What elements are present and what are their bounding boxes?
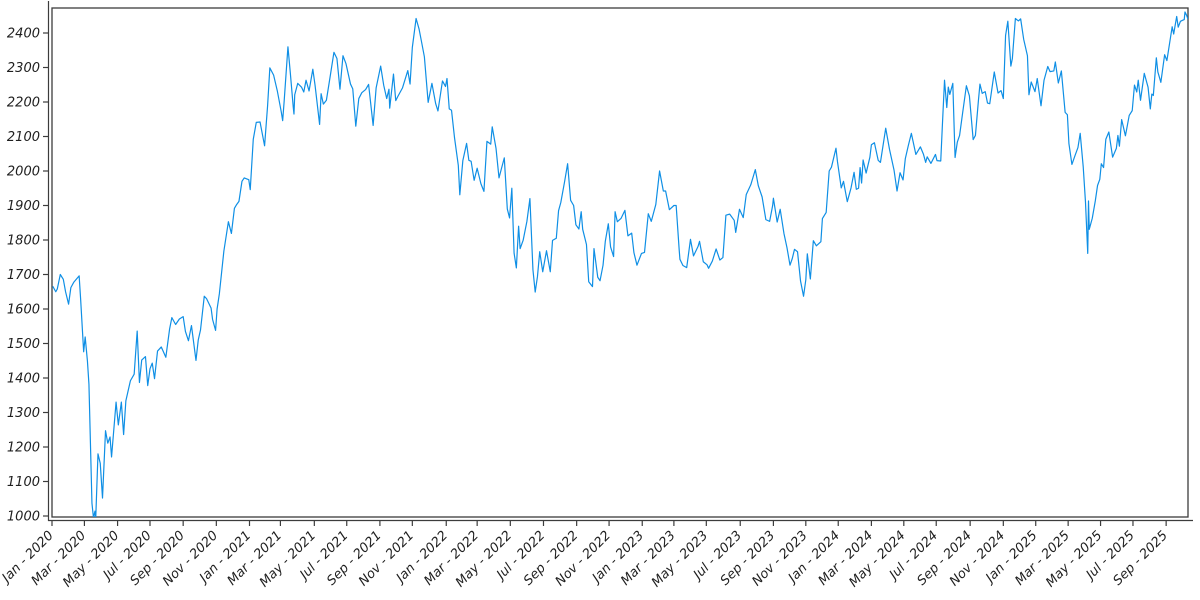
y-tick-label: 1100	[7, 475, 40, 490]
y-tick-label: 1500	[7, 337, 40, 352]
y-tick-label: 1000	[7, 510, 40, 525]
y-tick-label: 1700	[7, 268, 40, 283]
y-tick-label: 1900	[7, 199, 40, 214]
price-line	[52, 11, 1188, 517]
y-tick-label: 2000	[7, 165, 40, 180]
y-axis: 1000 1100 1200 1300 1400 1500 1600 1700 1800 1900…	[7, 1, 50, 525]
y-tick-label: 2300	[7, 61, 40, 76]
y-tick-label: 1400	[7, 372, 40, 387]
y-tick-label: 1600	[7, 303, 40, 318]
y-tick-label: 2200	[7, 96, 40, 111]
y-tick-label: 2400	[7, 27, 40, 42]
y-tick-label: 1200	[7, 441, 40, 456]
y-tick-label: 2100	[7, 130, 40, 145]
y-tick-label: 1300	[7, 406, 40, 421]
plot-border	[51, 7, 1189, 518]
y-tick-label: 1800	[7, 234, 40, 249]
